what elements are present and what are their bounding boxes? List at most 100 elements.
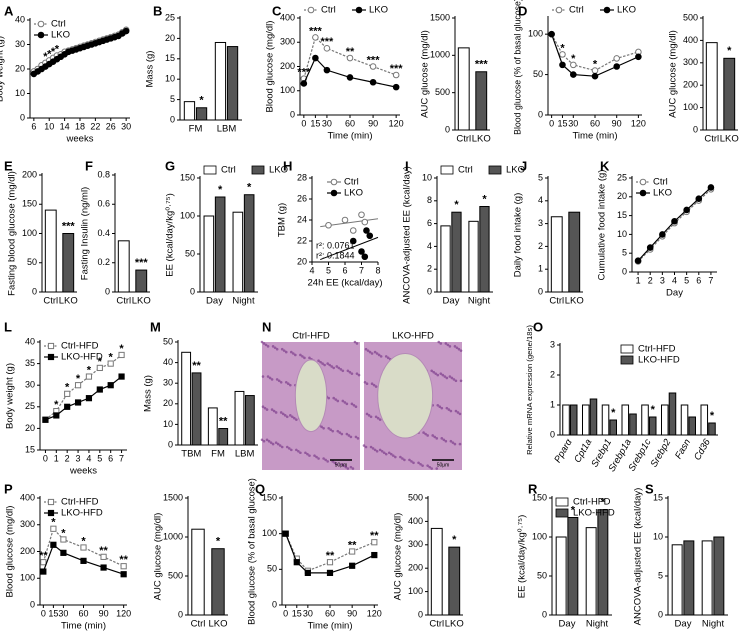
legend-swatch	[555, 508, 569, 518]
significance: *	[61, 527, 66, 539]
marker	[326, 569, 334, 576]
bar	[641, 404, 649, 436]
bar	[243, 194, 255, 293]
nucleus	[379, 355, 383, 358]
nucleus	[349, 435, 353, 439]
significance: *	[571, 504, 576, 516]
nucleus	[261, 405, 265, 409]
bar	[203, 215, 215, 293]
y-tick-label: 0	[190, 286, 195, 296]
x-tick-label: Ctrl	[549, 296, 564, 307]
nucleus	[354, 435, 358, 439]
nucleus	[279, 380, 283, 384]
y-tick-label: 0	[693, 124, 698, 134]
y-tick-label: 10	[617, 229, 627, 239]
legend-label: Ctrl-HFD	[638, 344, 676, 355]
x-tick-label: Night	[702, 619, 725, 630]
bar	[661, 404, 669, 436]
x-tick-label: LKO	[445, 619, 464, 630]
y-tick-label: 500	[168, 570, 183, 580]
nucleus	[439, 372, 443, 375]
marker	[371, 539, 378, 546]
y-tick-label: 20	[297, 256, 307, 266]
y-tick-label: 0	[272, 599, 277, 609]
nucleus	[326, 460, 329, 463]
significance: ***	[475, 59, 489, 71]
legend-label: LKO	[369, 5, 388, 16]
significance: *	[55, 43, 60, 55]
y-axis-label: EE (kcal/day/kg⁰·⁷⁵)	[517, 515, 528, 599]
scale-bar-label: 50μm	[335, 462, 348, 468]
nucleus	[355, 372, 359, 375]
marker	[361, 218, 369, 226]
legend-label: LKO	[506, 165, 525, 176]
nucleus	[355, 342, 359, 345]
nucleus	[387, 451, 391, 455]
x-tick-label: 0	[283, 608, 288, 618]
significance: *	[47, 48, 52, 60]
legend-marker	[307, 6, 315, 14]
x-tick-label: FM	[189, 124, 203, 135]
x-tick-label: 2	[648, 275, 653, 285]
nucleus	[435, 437, 439, 440]
legend-label: Ctrl	[569, 5, 584, 16]
nucleus	[410, 460, 413, 463]
x-tick-label: LKO	[59, 296, 78, 307]
x-tick-label: 6	[696, 275, 701, 285]
y-tick-label: 0	[178, 609, 183, 619]
y-axis-label: Mass (g)	[143, 375, 154, 412]
bar	[688, 416, 696, 436]
bar	[479, 206, 490, 293]
y-axis-label: Blood glucose (% of basal glucose)	[245, 478, 256, 625]
marker	[42, 416, 49, 423]
panel-letter: H	[283, 158, 292, 173]
nucleus	[327, 396, 330, 400]
marker	[96, 386, 103, 393]
marker	[570, 71, 577, 78]
bar	[117, 240, 130, 293]
nucleus	[332, 366, 336, 370]
legend-label: LKO-HFD	[61, 352, 103, 363]
marker	[613, 55, 620, 62]
y-tick-label: 0	[538, 286, 543, 296]
nucleus	[378, 448, 382, 452]
nucleus	[340, 432, 344, 436]
legend-label: LKO-HFD	[61, 508, 103, 519]
bar	[705, 42, 718, 131]
nucleus	[270, 408, 274, 411]
legend-marker	[603, 6, 611, 14]
significance: *	[710, 410, 715, 422]
nucleus	[295, 448, 298, 452]
bar	[214, 41, 227, 121]
nucleus	[340, 462, 344, 466]
x-axis-label: Time (min)	[61, 621, 106, 632]
nucleus	[329, 428, 333, 432]
nucleus	[394, 455, 397, 459]
nucleus	[317, 359, 320, 362]
marker	[635, 53, 642, 61]
nucleus	[265, 408, 269, 411]
y-axis-label: AUC glucose (mg/dl)	[153, 513, 164, 601]
marker	[74, 399, 82, 406]
y-axis-label: Blood glucose (mg/dl)	[5, 506, 16, 598]
nucleus	[369, 415, 373, 419]
nucleus	[428, 465, 431, 469]
y-tick-label: 100	[532, 531, 547, 541]
legend-label: LKO	[51, 30, 70, 41]
nucleus	[375, 352, 379, 355]
nucleus	[274, 411, 278, 414]
x-tick-label: 120	[389, 118, 404, 128]
legend-marker	[639, 178, 647, 186]
nucleus	[336, 429, 340, 433]
marker	[671, 217, 678, 225]
y-tick-label: 400	[280, 12, 295, 22]
nucleus	[362, 444, 366, 447]
nucleus	[334, 398, 338, 401]
nucleus	[421, 464, 424, 467]
marker	[282, 530, 289, 537]
nucleus	[370, 382, 374, 386]
bar	[680, 404, 689, 436]
x-tick-label: FM	[211, 449, 225, 460]
nucleus	[454, 409, 458, 413]
marker	[118, 351, 125, 359]
